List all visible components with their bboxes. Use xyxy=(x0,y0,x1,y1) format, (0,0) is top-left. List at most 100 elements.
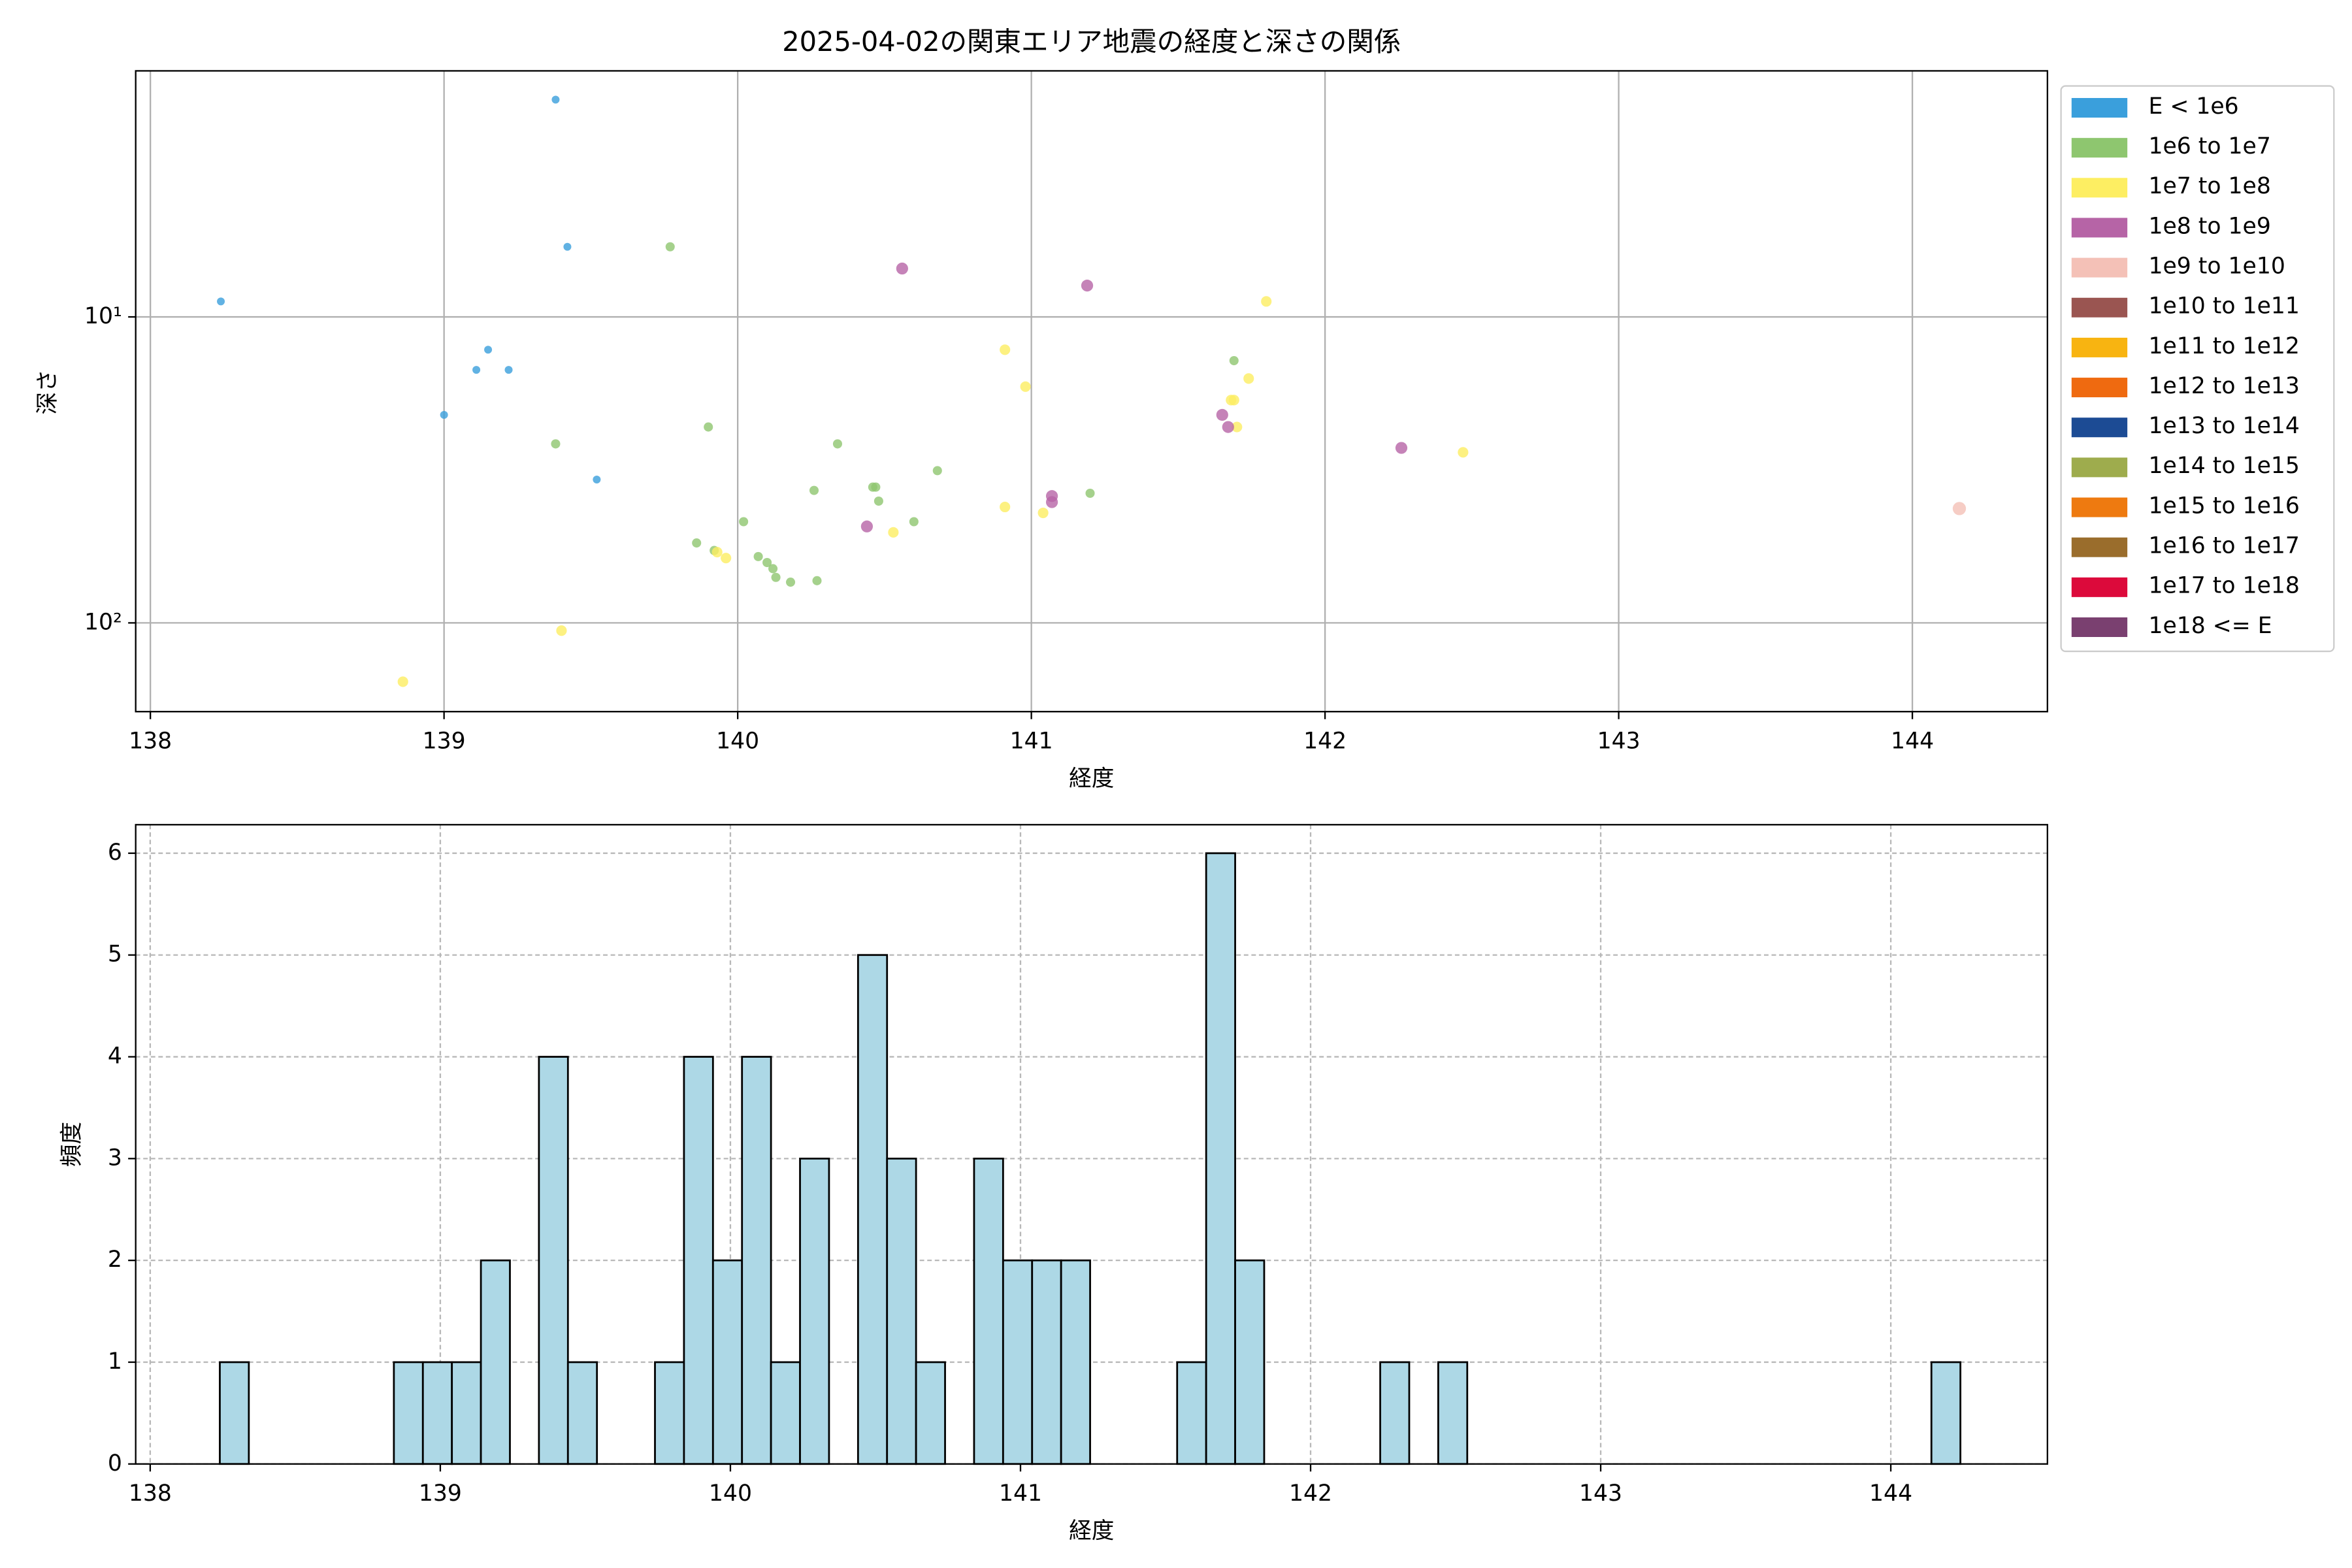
point xyxy=(551,439,561,449)
legend-swatch xyxy=(2071,178,2128,198)
bar xyxy=(1930,1361,1962,1465)
point xyxy=(1229,355,1239,366)
x-tick-label: 144 xyxy=(1891,728,1934,754)
bar xyxy=(451,1361,482,1465)
point xyxy=(1081,279,1094,292)
y-tick-label: 1 xyxy=(108,1348,122,1375)
chart-title: 2025-04-02の関東エリア地震の経度と深さの関係 xyxy=(782,25,1401,57)
legend-swatch xyxy=(2071,297,2128,318)
bar xyxy=(1002,1259,1034,1465)
x-tick-label: 144 xyxy=(1869,1480,1912,1507)
point xyxy=(812,576,822,585)
bar xyxy=(711,1259,743,1465)
x-tick-label: 140 xyxy=(716,728,759,754)
point xyxy=(1243,373,1254,384)
legend-box xyxy=(2060,85,2335,653)
point xyxy=(888,527,899,538)
legend-label: 1e18 <= E xyxy=(2148,613,2272,639)
x-tick-label: 139 xyxy=(423,728,466,754)
bar xyxy=(393,1361,424,1465)
bar xyxy=(973,1157,1004,1465)
point xyxy=(753,551,763,561)
point xyxy=(1232,421,1243,433)
bar xyxy=(538,1056,569,1465)
point xyxy=(692,538,702,548)
point xyxy=(874,496,883,506)
x-tick-label: 140 xyxy=(709,1480,752,1507)
point xyxy=(484,346,493,354)
point xyxy=(711,546,723,558)
point xyxy=(397,676,408,687)
point xyxy=(1020,381,1031,392)
point xyxy=(1458,447,1469,458)
legend-swatch xyxy=(2071,497,2128,517)
legend-label: 1e8 to 1e9 xyxy=(2148,213,2270,239)
y-tick-label: 0 xyxy=(108,1450,122,1477)
legend-swatch xyxy=(2071,457,2128,478)
x-tick-label: 141 xyxy=(1010,728,1053,754)
y-tick-label: 4 xyxy=(108,1043,122,1070)
point xyxy=(786,578,796,587)
bar xyxy=(857,954,889,1465)
bar xyxy=(1031,1259,1062,1465)
point xyxy=(1037,507,1049,519)
point xyxy=(504,366,513,374)
legend-label: 1e10 to 1e11 xyxy=(2148,293,2299,319)
point xyxy=(896,262,908,275)
point xyxy=(217,297,225,306)
legend-label: 1e12 to 1e13 xyxy=(2148,373,2299,399)
point xyxy=(768,564,778,574)
point xyxy=(1045,496,1058,508)
bar xyxy=(799,1157,830,1465)
y-axis-label: 頻度 xyxy=(59,1122,85,1167)
legend-swatch xyxy=(2071,218,2128,238)
legend-swatch xyxy=(2071,98,2128,118)
legend-label: E < 1e6 xyxy=(2148,93,2238,120)
bar xyxy=(770,1361,801,1465)
point xyxy=(1261,296,1272,307)
y-tick-label: 6 xyxy=(108,840,122,866)
bar xyxy=(886,1157,917,1465)
y-tick-label: 5 xyxy=(108,941,122,968)
point xyxy=(1000,501,1011,513)
y-axis-label: 深さ xyxy=(35,369,61,414)
x-tick-label: 138 xyxy=(129,728,172,754)
legend-label: 1e11 to 1e12 xyxy=(2148,333,2299,359)
point xyxy=(1952,502,1967,515)
y-tick-label: 3 xyxy=(108,1145,122,1171)
point xyxy=(1395,442,1408,454)
bar xyxy=(654,1361,685,1465)
legend-swatch xyxy=(2071,138,2128,158)
point xyxy=(704,422,713,432)
point xyxy=(1216,408,1228,421)
legend-swatch xyxy=(2071,617,2128,637)
legend-label: 1e14 to 1e15 xyxy=(2148,453,2299,479)
bar xyxy=(566,1361,598,1465)
point xyxy=(932,466,942,476)
bar xyxy=(741,1056,772,1465)
bar xyxy=(1234,1259,1266,1465)
x-axis-label: 経度 xyxy=(1069,1518,1114,1544)
point xyxy=(563,242,572,251)
point xyxy=(1226,395,1237,406)
x-tick-label: 142 xyxy=(1289,1480,1332,1507)
point xyxy=(1085,488,1095,498)
axes-frame xyxy=(135,824,2048,1465)
bar xyxy=(219,1361,250,1465)
x-tick-label: 143 xyxy=(1579,1480,1622,1507)
bar xyxy=(1437,1361,1469,1465)
legend-label: 1e13 to 1e14 xyxy=(2148,413,2299,439)
x-tick-label: 142 xyxy=(1303,728,1347,754)
legend-label: 1e15 to 1e16 xyxy=(2148,493,2299,519)
point xyxy=(832,439,843,449)
legend-swatch xyxy=(2071,257,2128,278)
point xyxy=(771,572,781,582)
y-tick-label: 10² xyxy=(84,609,122,635)
bar xyxy=(1205,852,1236,1465)
legend-label: 1e9 to 1e10 xyxy=(2148,253,2285,279)
x-tick-label: 141 xyxy=(999,1480,1042,1507)
x-tick-label: 138 xyxy=(129,1480,172,1507)
axes-frame xyxy=(135,70,2048,713)
